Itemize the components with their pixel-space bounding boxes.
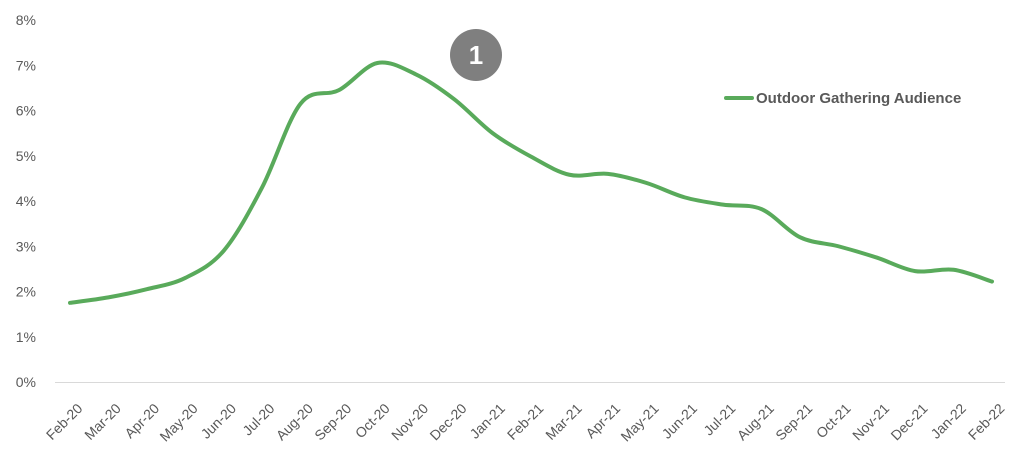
data-point [222,249,226,253]
x-tick-label: May-21 [617,400,661,444]
data-point [990,280,994,284]
data-point [106,295,110,299]
data-point [913,269,917,273]
data-point [836,244,840,248]
data-point [299,102,303,106]
y-tick-label: 1% [16,329,36,345]
y-tick-label: 8% [16,12,36,28]
x-tick-label: Oct-20 [352,400,393,441]
data-point [414,72,418,76]
data-point [68,301,72,305]
y-axis: 0% 1% 2% 3% 4% 5% 6% 7% 8% [16,12,36,390]
x-tick-label: Oct-21 [813,400,854,441]
y-tick-label: 7% [16,57,36,73]
data-point [952,268,956,272]
x-tick-label: Dec-21 [887,400,930,443]
data-point [337,88,341,92]
x-tick-label: Apr-21 [582,400,623,441]
data-point [644,181,648,185]
y-tick-label: 0% [16,374,36,390]
x-tick-label: Jun-20 [198,400,240,442]
y-tick-label: 6% [16,103,36,119]
x-tick-label: Nov-20 [388,400,431,443]
x-tick-label: Mar-21 [542,400,585,443]
x-tick-label: Jan-21 [466,400,508,442]
x-tick-label: Apr-20 [121,400,162,441]
data-point [260,185,264,189]
y-tick-label: 4% [16,193,36,209]
x-tick-label: Feb-22 [965,400,1008,443]
data-point [529,155,533,159]
y-tick-label: 2% [16,284,36,300]
x-tick-label: Feb-21 [504,400,547,443]
data-point [375,61,379,65]
x-tick-label: May-20 [156,400,200,444]
series-line-outdoor-gathering-audience [68,60,994,305]
x-tick-label: Aug-21 [734,400,777,443]
x-tick-label: Mar-20 [81,400,124,443]
data-point [875,256,879,260]
data-point [606,172,610,176]
data-point [721,203,725,207]
annotation-badge-circle [450,29,502,81]
annotation-badge: 1 [450,29,502,81]
data-point [452,97,456,101]
x-tick-label: Aug-20 [273,400,316,443]
data-point [683,195,687,199]
y-tick-label: 3% [16,238,36,254]
legend: Outdoor Gathering Audience [724,90,961,107]
data-point [798,235,802,239]
x-tick-label: Dec-20 [426,400,469,443]
annotation-badge-label: 1 [469,40,483,70]
x-tick-label: Sep-20 [311,400,354,443]
legend-label: Outdoor Gathering Audience [756,90,961,107]
x-tick-label: Feb-20 [43,400,86,443]
data-point [567,173,571,177]
x-tick-label: Sep-21 [772,400,815,443]
data-point [760,207,764,211]
x-tick-label: Jan-22 [927,400,969,442]
x-tick-label: Jun-21 [659,400,701,442]
y-tick-label: 5% [16,148,36,164]
data-point [183,276,187,280]
data-point [145,287,149,291]
x-tick-label: Nov-21 [849,400,892,443]
data-point [491,131,495,135]
